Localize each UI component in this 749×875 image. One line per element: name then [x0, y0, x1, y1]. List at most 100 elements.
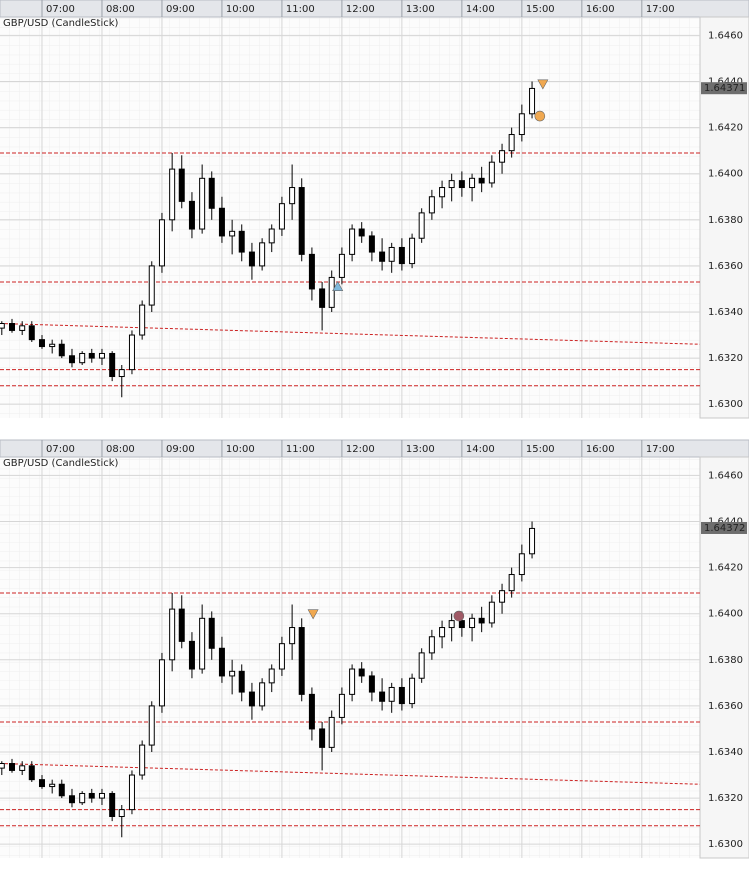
- y-tick-label: 1.6420: [708, 563, 743, 574]
- x-tick-label: 09:00: [166, 444, 195, 455]
- candle-body: [298, 187, 305, 255]
- candle-body: [128, 774, 135, 811]
- candle-body: [388, 686, 395, 702]
- candle-body: [38, 779, 45, 788]
- x-tick-label: 13:00: [406, 4, 435, 15]
- candle-body: [338, 693, 345, 718]
- candle-body: [109, 352, 116, 378]
- candle-body: [289, 627, 296, 645]
- chart-title: GBP/USD (CandleStick): [3, 458, 119, 469]
- candle-body: [0, 323, 5, 329]
- y-tick-label: 1.6360: [708, 261, 743, 272]
- chart-panel: 1.6300 1.6320 1.6340 1.6360 1.6380 1.6400 1.64…: [0, 439, 749, 859]
- price-tag-label: 1.64372: [704, 523, 745, 534]
- plot-content: [0, 521, 700, 838]
- candle-body: [178, 608, 185, 642]
- trend-line: [0, 323, 700, 345]
- candle-body: [58, 783, 65, 797]
- candle-body: [398, 686, 405, 705]
- candle-body: [379, 691, 386, 702]
- y-tick-label: 1.6360: [708, 701, 743, 712]
- candle-body: [79, 792, 86, 804]
- candle-body: [229, 670, 236, 677]
- candle-body: [499, 590, 506, 603]
- price-tag-label: 1.64371: [704, 83, 745, 94]
- candle-body: [169, 608, 176, 661]
- candle-body: [308, 693, 315, 730]
- chart-title: GBP/USD (CandleStick): [3, 18, 119, 29]
- minor-grid: [0, 457, 700, 858]
- x-tick-label: 08:00: [106, 444, 135, 455]
- x-tick-label: 09:00: [166, 4, 195, 15]
- candle-body: [508, 134, 515, 152]
- time-header: [0, 0, 749, 18]
- candle-body: [439, 187, 446, 198]
- candle-body: [518, 113, 525, 136]
- candle-body: [158, 659, 165, 707]
- candle-body: [398, 246, 405, 265]
- signal-marker: [534, 110, 546, 122]
- candle-body: [328, 716, 335, 748]
- time-header: [0, 439, 749, 458]
- candle-body: [19, 765, 26, 771]
- candle-body: [448, 620, 455, 629]
- candle-body: [469, 177, 476, 189]
- x-tick-label: 07:00: [46, 4, 75, 15]
- candle-body: [358, 668, 365, 677]
- candle-body: [238, 230, 245, 253]
- candle-body: [229, 230, 236, 237]
- candle-body: [328, 276, 335, 308]
- plot-content: [0, 79, 700, 398]
- candle-body: [148, 705, 155, 746]
- price-tag: [701, 82, 747, 95]
- candle-body: [88, 792, 95, 799]
- candle-body: [338, 253, 345, 278]
- candle-body: [88, 352, 95, 359]
- x-tick-label: 11:00: [286, 4, 315, 15]
- x-tick-label: 10:00: [226, 4, 255, 15]
- candle-body: [118, 809, 125, 818]
- candle-body: [0, 763, 5, 769]
- candle-body: [448, 180, 455, 189]
- candle-body: [268, 228, 275, 244]
- candle-body: [178, 168, 185, 202]
- x-tick-label: 15:00: [526, 444, 555, 455]
- candle-body: [458, 620, 465, 629]
- y-tick-label: 1.6460: [708, 470, 743, 481]
- candle-body: [248, 251, 255, 267]
- y-tick-label: 1.6380: [708, 215, 743, 226]
- x-tick-label: 11:00: [286, 444, 315, 455]
- candle-body: [478, 177, 485, 184]
- y-tick-label: 1.6340: [708, 307, 743, 318]
- candle-body: [218, 647, 225, 677]
- signal-marker: [332, 281, 344, 291]
- candle-body: [169, 168, 176, 221]
- candle-body: [388, 246, 395, 262]
- candle-body: [488, 601, 495, 624]
- candle-body: [428, 636, 435, 654]
- candle-body: [499, 150, 506, 163]
- candle-body: [148, 265, 155, 306]
- x-tick-label: 17:00: [646, 444, 675, 455]
- candle-body: [349, 668, 356, 695]
- chart-panel: 1.6300 1.6320 1.6340 1.6360 1.6380 1.6400 1.64…: [0, 0, 749, 419]
- candle-body: [298, 627, 305, 695]
- y-tick-label: 1.6440: [708, 77, 743, 88]
- y-tick-label: 1.6400: [708, 609, 743, 620]
- y-tick-label: 1.6320: [708, 353, 743, 364]
- candle-body: [308, 253, 315, 290]
- candle-body: [488, 161, 495, 184]
- candle-body: [529, 87, 536, 115]
- candle-body: [458, 180, 465, 189]
- candle-body: [379, 251, 386, 262]
- candle-body: [158, 219, 165, 267]
- candle-body: [38, 339, 45, 348]
- candle-body: [139, 304, 146, 336]
- x-tick-label: 12:00: [346, 4, 375, 15]
- x-tick-label: 07:00: [46, 444, 75, 455]
- candle-body: [268, 668, 275, 684]
- x-tick-label: 14:00: [466, 4, 495, 15]
- candle-body: [109, 792, 116, 818]
- candle-body: [28, 325, 35, 341]
